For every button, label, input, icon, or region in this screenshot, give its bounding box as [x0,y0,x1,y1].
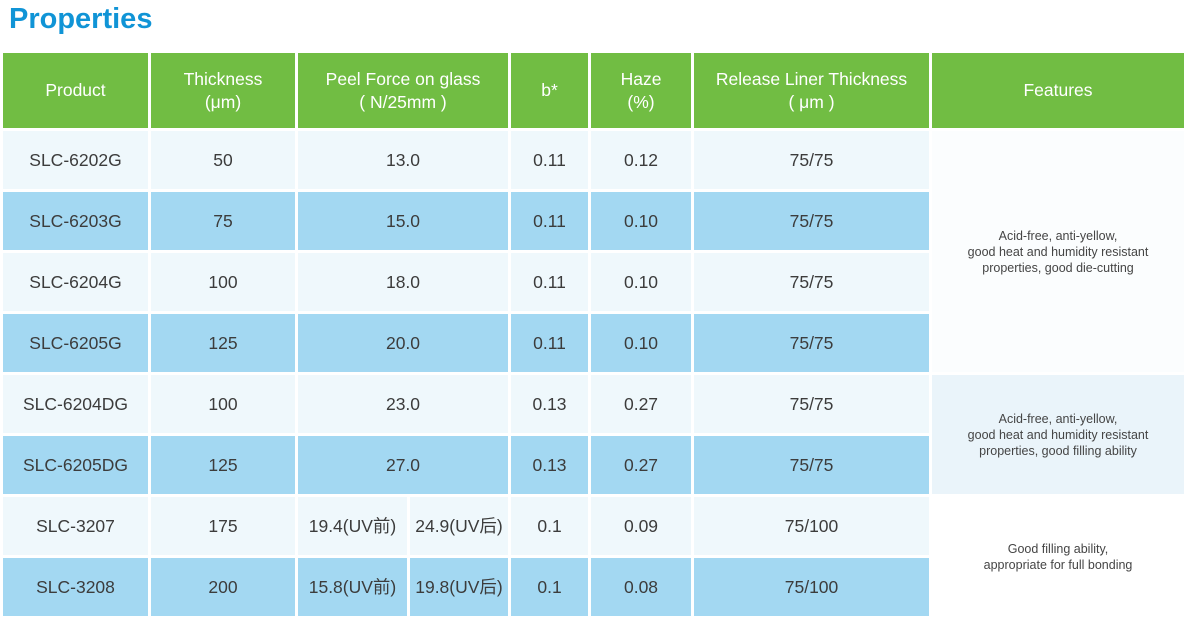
features-group2-line2: good heat and humidity resistant [932,427,1184,443]
features-group3-line1: Good filling ability, [932,541,1184,557]
header-peel-force-line1: Peel Force on glass [326,69,481,89]
haze-cell: 0.08 [590,557,693,618]
haze-cell: 0.09 [590,496,693,557]
header-b-star: b* [510,52,590,130]
product-cell: SLC-6202G [2,130,150,191]
b-star-cell: 0.1 [510,557,590,618]
header-release-liner: Release Liner Thickness ( μm ) [693,52,931,130]
haze-cell: 0.10 [590,313,693,374]
features-cell-group3: Good filling ability, appropriate for fu… [931,496,1184,618]
liner-cell: 75/100 [693,557,931,618]
haze-cell: 0.10 [590,252,693,313]
product-cell: SLC-6204G [2,252,150,313]
header-thickness-line1: Thickness [184,69,263,89]
thickness-cell: 50 [150,130,297,191]
features-group1-line3: properties, good die-cutting [932,260,1184,276]
product-cell: SLC-6205G [2,313,150,374]
product-cell: SLC-3207 [2,496,150,557]
table-header-row: Product Thickness (μm) Peel Force on gla… [2,52,1184,130]
header-release-liner-line2: ( μm ) [788,92,834,112]
liner-cell: 75/75 [693,252,931,313]
header-thickness-line2: (μm) [205,92,241,112]
peel-force-before-uv-cell: 19.4(UV前) [297,496,409,557]
thickness-cell: 100 [150,374,297,435]
product-cell: SLC-6204DG [2,374,150,435]
b-star-cell: 0.1 [510,496,590,557]
b-star-cell: 0.11 [510,191,590,252]
header-haze-line2: (%) [627,92,654,112]
liner-cell: 75/75 [693,313,931,374]
liner-cell: 75/75 [693,191,931,252]
liner-cell: 75/75 [693,435,931,496]
liner-cell: 75/75 [693,374,931,435]
thickness-cell: 75 [150,191,297,252]
features-group1-line1: Acid-free, anti-yellow, [932,228,1184,244]
properties-table: Product Thickness (μm) Peel Force on gla… [0,50,1184,619]
haze-cell: 0.27 [590,374,693,435]
header-release-liner-line1: Release Liner Thickness [716,69,907,89]
table-row: SLC-6204DG 100 23.0 0.13 0.27 75/75 Acid… [2,374,1184,435]
header-peel-force: Peel Force on glass ( N/25mm ) [297,52,510,130]
thickness-cell: 175 [150,496,297,557]
page-title: Properties [0,0,1184,36]
peel-force-after-uv-cell: 19.8(UV后) [409,557,510,618]
peel-force-after-uv-cell: 24.9(UV后) [409,496,510,557]
product-cell: SLC-6203G [2,191,150,252]
header-peel-force-line2: ( N/25mm ) [359,92,447,112]
thickness-cell: 125 [150,313,297,374]
peel-force-cell: 15.0 [297,191,510,252]
b-star-cell: 0.13 [510,435,590,496]
peel-force-cell: 23.0 [297,374,510,435]
product-cell: SLC-3208 [2,557,150,618]
liner-cell: 75/100 [693,496,931,557]
header-haze-line1: Haze [621,69,662,89]
b-star-cell: 0.13 [510,374,590,435]
b-star-cell: 0.11 [510,313,590,374]
table-row: SLC-3207 175 19.4(UV前) 24.9(UV后) 0.1 0.0… [2,496,1184,557]
header-product: Product [2,52,150,130]
features-group2-line3: properties, good filling ability [932,443,1184,459]
haze-cell: 0.27 [590,435,693,496]
header-thickness: Thickness (μm) [150,52,297,130]
peel-force-cell: 20.0 [297,313,510,374]
haze-cell: 0.12 [590,130,693,191]
thickness-cell: 200 [150,557,297,618]
b-star-cell: 0.11 [510,252,590,313]
peel-force-before-uv-cell: 15.8(UV前) [297,557,409,618]
product-cell: SLC-6205DG [2,435,150,496]
peel-force-cell: 27.0 [297,435,510,496]
features-cell-group2: Acid-free, anti-yellow, good heat and hu… [931,374,1184,496]
header-features: Features [931,52,1184,130]
liner-cell: 75/75 [693,130,931,191]
thickness-cell: 125 [150,435,297,496]
b-star-cell: 0.11 [510,130,590,191]
features-cell-group1: Acid-free, anti-yellow, good heat and hu… [931,130,1184,374]
features-group2-line1: Acid-free, anti-yellow, [932,411,1184,427]
features-group3-line2: appropriate for full bonding [932,557,1184,573]
peel-force-cell: 18.0 [297,252,510,313]
peel-force-cell: 13.0 [297,130,510,191]
features-group1-line2: good heat and humidity resistant [932,244,1184,260]
thickness-cell: 100 [150,252,297,313]
header-haze: Haze (%) [590,52,693,130]
table-row: SLC-6202G 50 13.0 0.11 0.12 75/75 Acid-f… [2,130,1184,191]
haze-cell: 0.10 [590,191,693,252]
